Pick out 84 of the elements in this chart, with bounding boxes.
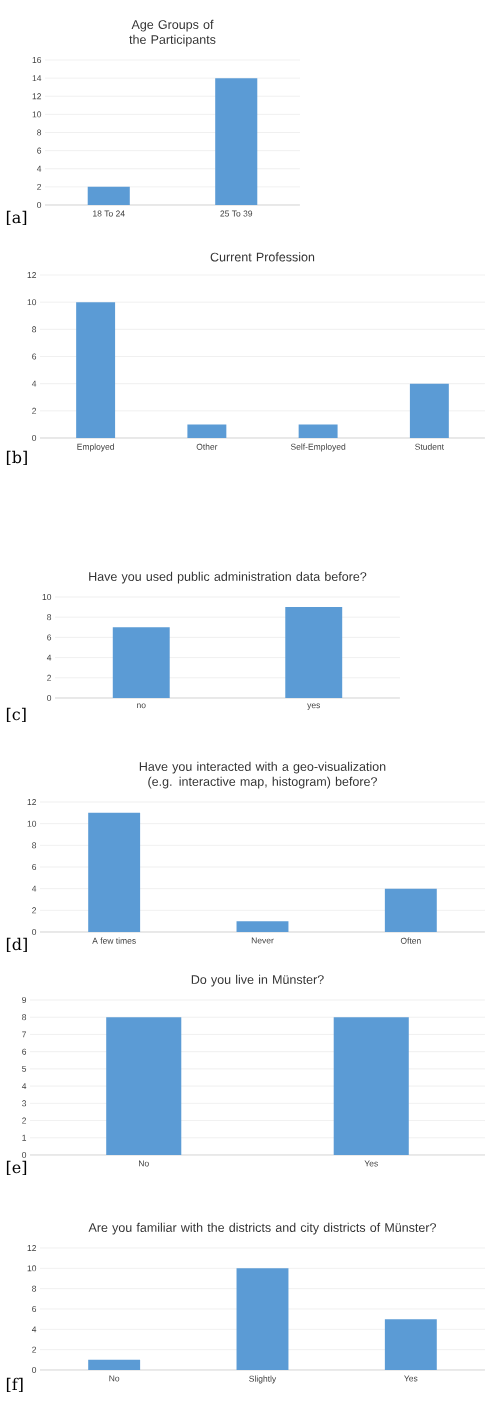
y-tick-label: 6 [32,1305,37,1312]
y-tick-label: 0 [32,928,37,935]
y-tick-label: 8 [32,326,37,333]
y-tick-label: 16 [32,57,42,64]
y-tick-label: 2 [37,183,42,190]
x-tick-label: Employed [77,443,114,452]
y-tick-label: 14 [32,75,42,82]
bar [236,921,289,932]
y-tick-label: 4 [31,1326,37,1333]
bar [236,1268,289,1370]
y-tick-label: 4 [21,1083,27,1090]
y-tick-label: 4 [46,654,52,661]
x-tick-label: 25 To 39 [220,210,253,217]
y-tick-label: 0 [32,434,37,441]
chart-title: Current Profession [210,252,315,262]
x-tick-label: No [139,1160,149,1167]
y-tick-label: 2 [47,674,52,681]
y-tick-label: 0 [22,1151,27,1158]
y-tick-label: 5 [22,1065,27,1072]
text: [f] [6,1377,23,1393]
y-tick-label: 2 [32,407,37,414]
y-tick-label: 9 [22,996,27,1003]
chart-title: Have you interacted with a geo-visualization (e.g. interactive map, histogram) before? [139,761,386,789]
y-tick-label: 7 [22,1031,27,1038]
y-tick-label: 2 [32,907,37,914]
y-tick-label: 10 [42,593,52,600]
y-tick-label: 4 [36,165,42,172]
y-tick-label: 10 [27,299,37,306]
x-tick-label: Yes [404,1375,418,1382]
x-tick-label: Student [415,443,444,450]
y-tick-label: 6 [32,863,37,870]
y-tick-label: 12 [32,93,42,100]
x-tick-label: A few times [92,937,136,944]
y-tick-label: 8 [37,129,42,136]
chart-title: Age Groups of the Participants [129,19,216,47]
y-tick-label: 10 [27,1265,37,1272]
chart-title: Have you used public administration data before? [89,571,367,584]
x-tick-label: Other [196,443,218,450]
y-tick-label: 3 [22,1100,27,1107]
y-tick-label: 0 [37,202,42,208]
text: [b] [6,450,27,466]
y-tick-label: 8 [22,1014,27,1021]
x-tick-label: Self-Employed [290,443,346,452]
y-tick-label: 2 [32,1346,37,1353]
y-tick-label: 0 [47,694,52,701]
text: [e] [6,1160,27,1176]
bar [298,424,338,438]
bar [88,1359,141,1370]
bar [409,383,449,438]
y-tick-label: 2 [22,1117,27,1124]
y-tick-label: 4 [31,885,37,892]
x-tick-label: yes [307,703,321,710]
text: [d] [6,937,27,953]
y-tick-label: 12 [27,1245,37,1251]
text: [c] [6,707,26,723]
y-tick-label: 0 [32,1366,37,1373]
chart-title: Do you live in Münster? [191,974,324,987]
x-tick-label: Slightly [249,1375,277,1384]
y-tick-label: 8 [32,842,37,849]
chart-title: Are you familiar with the districts and city districts of Münster? [88,1222,436,1235]
bar [384,888,437,932]
y-tick-label: 4 [31,380,37,387]
y-tick-label: 1 [22,1134,27,1141]
bar [76,302,116,438]
y-tick-label: 6 [32,353,37,360]
x-tick-label: 18 To 24 [93,210,125,217]
y-tick-label: 8 [47,614,52,621]
y-tick-label: 8 [32,1285,37,1292]
x-tick-label: No [109,1375,120,1382]
bar [187,424,227,438]
y-tick-label: 10 [27,820,37,827]
x-tick-label: Yes [364,1160,378,1167]
x-tick-label: Often [400,937,421,944]
y-tick-label: 12 [27,799,37,805]
y-tick-label: 6 [22,1048,27,1055]
text: [a] [6,210,27,226]
y-tick-label: 6 [47,634,52,641]
y-tick-label: 6 [37,147,42,154]
bar [384,1319,437,1370]
x-tick-label: no [137,703,146,709]
y-tick-label: 10 [32,111,42,118]
y-tick-label: 12 [27,272,37,278]
x-tick-label: Never [251,937,274,944]
bar [88,812,141,932]
